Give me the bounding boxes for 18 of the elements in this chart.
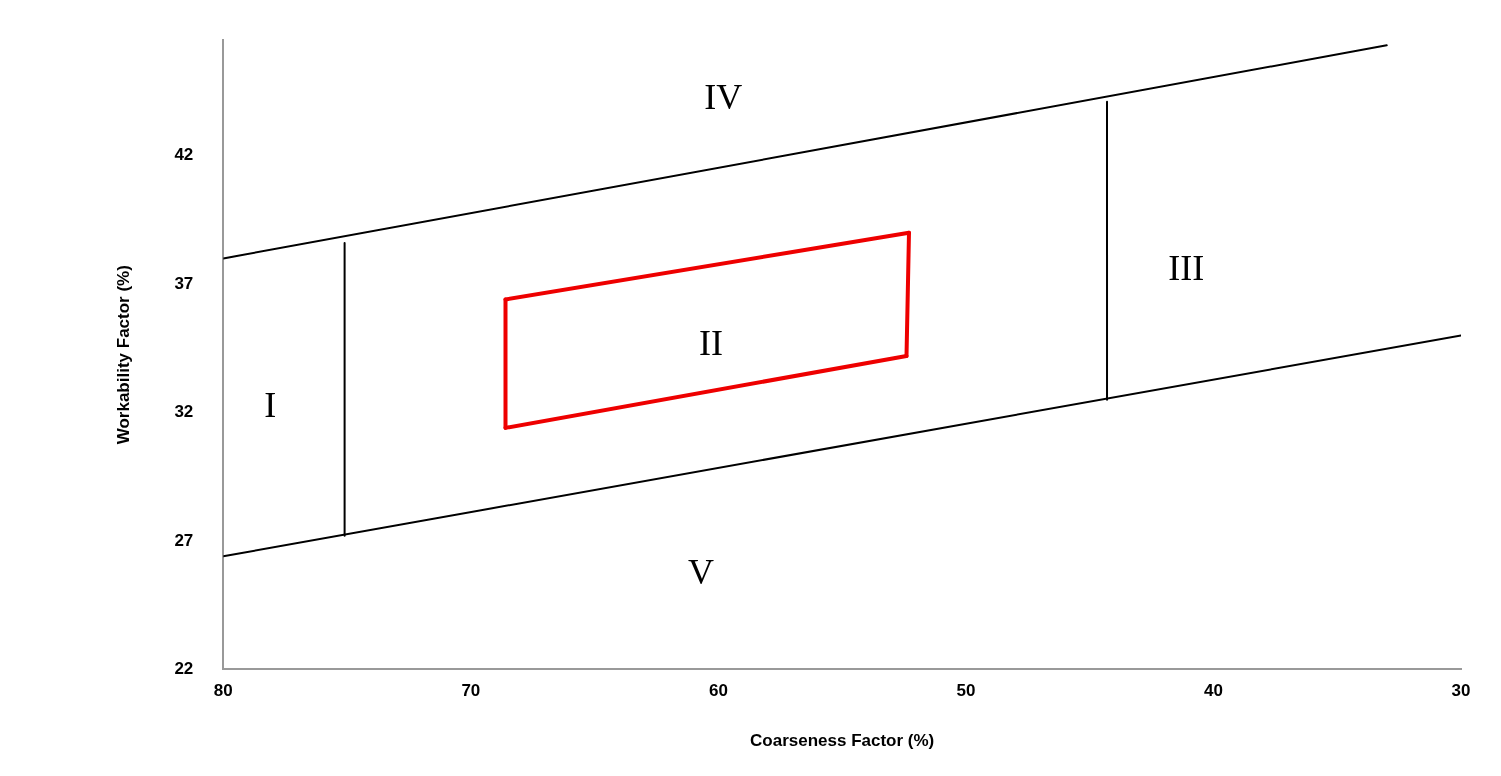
y-axis-title: Workability Factor (%) xyxy=(113,265,133,445)
y-tick-label: 27 xyxy=(174,530,194,550)
y-tick-label: 32 xyxy=(174,402,194,422)
y-tick-label: 42 xyxy=(174,145,194,165)
y-tick-label: 22 xyxy=(174,658,194,678)
x-axis-title: Coarseness Factor (%) xyxy=(750,731,935,751)
annotation: II xyxy=(698,323,723,364)
y-tick-label: 37 xyxy=(174,273,194,293)
annotation: I xyxy=(264,384,277,425)
x-tick-label: 70 xyxy=(461,681,481,701)
x-tick-label: 80 xyxy=(213,681,233,701)
x-tick-label: 40 xyxy=(1204,681,1223,701)
x-tick-label: 60 xyxy=(708,681,728,701)
annotation: IV xyxy=(704,76,743,117)
annotation: III xyxy=(1168,248,1205,289)
x-tick-label: 30 xyxy=(1451,681,1471,701)
annotation: V xyxy=(688,551,715,592)
x-tick-label: 50 xyxy=(956,681,976,701)
